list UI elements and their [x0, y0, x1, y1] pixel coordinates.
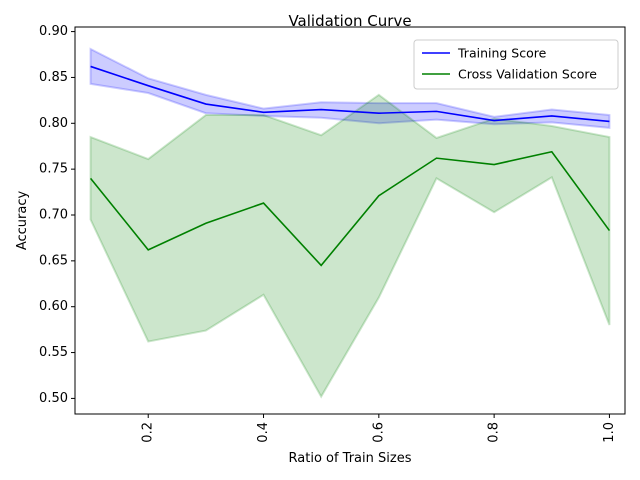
legend: Training Score Cross Validation Score: [413, 39, 619, 90]
x-tick-label: 0.4: [256, 422, 271, 443]
confidence-band-0: [89, 47, 611, 129]
x-tick-label: 0.2: [141, 422, 156, 443]
x-tick-label: 0.6: [371, 422, 386, 443]
y-tick-label: 0.65: [39, 253, 68, 268]
y-tick-label: 0.60: [39, 299, 68, 314]
y-tick-label: 0.75: [39, 162, 68, 177]
y-tick-label: 0.55: [39, 345, 68, 360]
y-tick-label: 0.80: [39, 116, 68, 131]
chart-title: Validation Curve: [288, 12, 411, 30]
confidence-band-1: [89, 93, 611, 399]
x-tick-label: 0.8: [487, 422, 502, 443]
x-tick-label: 1.0: [602, 422, 617, 443]
axes-ticks: 0.2 0.4 0.6 0.8 1.0 0.50 0.55 0.60 0.65 0.70 0.75 0…: [39, 24, 617, 443]
y-axis-label: Accuracy: [15, 191, 30, 251]
x-axis-label: Ratio of Train Sizes: [289, 451, 412, 466]
legend-box: [413, 39, 619, 90]
y-tick-label: 0.70: [39, 207, 68, 222]
legend-label-0: Training Score: [457, 46, 547, 61]
plot-area: [89, 47, 611, 399]
y-tick-label: 0.85: [39, 70, 68, 85]
y-tick-label: 0.90: [39, 24, 68, 39]
series-line-0: [90, 65, 610, 123]
y-tick-label: 0.50: [39, 391, 68, 406]
legend-label-1: Cross Validation Score: [458, 67, 597, 82]
series-line-1: [89, 150, 611, 267]
plot-frame: [74, 26, 626, 415]
